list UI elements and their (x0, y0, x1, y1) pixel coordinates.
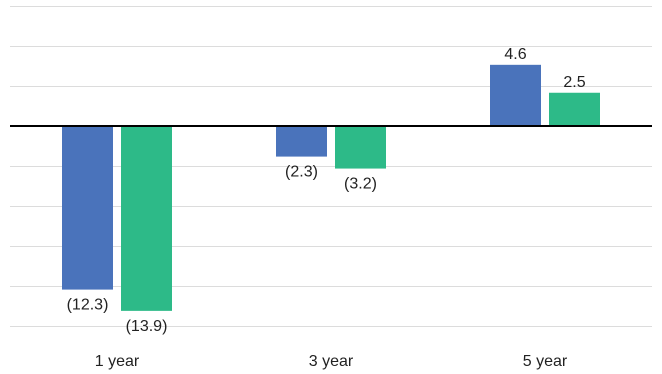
bar-value-label: 4.6 (504, 46, 526, 63)
x-tick-label: 1 year (95, 353, 140, 370)
x-tick-label: 3 year (309, 353, 354, 370)
bar-5-year-series-1 (490, 64, 541, 126)
bar-value-label: (3.2) (344, 176, 377, 193)
bar-value-label: (13.9) (126, 318, 168, 335)
bar-value-label: (2.3) (285, 164, 318, 181)
bar-value-label: 2.5 (563, 74, 585, 91)
gridlines (10, 6, 652, 327)
bar-1-year-series-2 (121, 126, 172, 311)
bar-3-year-series-2 (335, 126, 386, 169)
x-axis-tick-labels: 1 year 3 year 5 year (95, 353, 568, 370)
bars (62, 64, 600, 311)
bar-value-label: (12.3) (67, 297, 109, 314)
x-tick-label: 5 year (523, 353, 568, 370)
value-labels: (12.3) (13.9) (2.3) (3.2) 4.6 2.5 (67, 46, 586, 335)
bar-1-year-series-1 (62, 126, 113, 290)
bar-5-year-series-2 (549, 92, 600, 126)
bar-3-year-series-1 (276, 126, 327, 157)
